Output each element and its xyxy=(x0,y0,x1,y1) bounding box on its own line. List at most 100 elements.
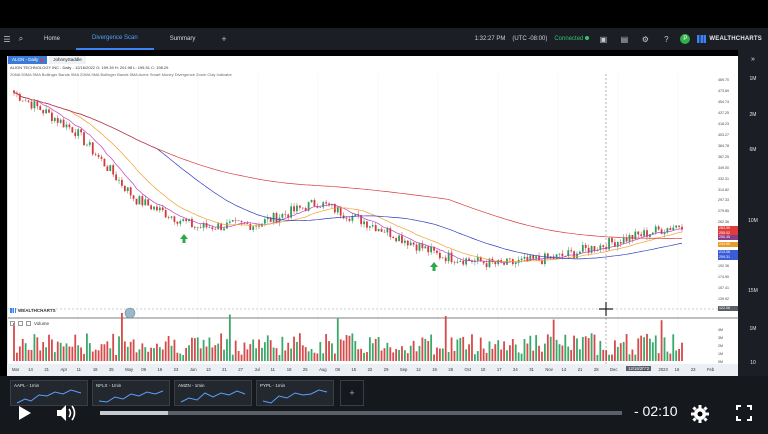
watchlist-thumb[interactable]: NFLX - 1min xyxy=(92,380,170,406)
candle xyxy=(234,220,237,221)
candle xyxy=(625,237,628,242)
candle xyxy=(646,230,648,237)
seek-bar[interactable] xyxy=(100,411,622,415)
date-tick-label: 26 xyxy=(448,367,454,372)
add-tab-button[interactable]: + xyxy=(221,34,227,44)
volume-bar xyxy=(666,351,669,361)
volume-bar xyxy=(351,333,354,361)
date-tick-label: 21 xyxy=(44,367,49,372)
collapse-panel-button[interactable]: » xyxy=(751,56,755,63)
volume-bar xyxy=(354,340,357,361)
candle xyxy=(272,213,275,222)
candle xyxy=(263,219,266,224)
volume-bar xyxy=(310,348,313,361)
volume-bar xyxy=(118,336,120,361)
price-tick-label: 157.41 xyxy=(718,286,729,291)
volume-bar xyxy=(374,338,377,361)
sparkline xyxy=(262,389,328,404)
candle xyxy=(654,226,657,233)
volume-bar xyxy=(459,337,462,361)
candle xyxy=(167,217,170,218)
candle xyxy=(161,207,164,211)
checkbox-icon[interactable] xyxy=(18,321,23,326)
settings-gear-icon[interactable] xyxy=(690,404,710,424)
volume-bar xyxy=(479,337,482,361)
scroll-handle[interactable] xyxy=(124,307,136,319)
candle xyxy=(121,179,123,186)
volume-bar xyxy=(287,342,290,361)
price-tick-label: 332.31 xyxy=(718,176,729,181)
candle xyxy=(51,112,53,121)
candle xyxy=(398,235,400,242)
volume-bar xyxy=(494,344,497,361)
date-tick-label: 19 xyxy=(642,367,648,372)
volume-bar xyxy=(263,342,266,361)
play-icon[interactable] xyxy=(18,405,32,421)
volume-icon[interactable] xyxy=(56,404,78,422)
volume-bar xyxy=(150,347,153,361)
tab-home[interactable]: Home xyxy=(44,36,61,42)
volume-bar xyxy=(65,343,68,361)
volume-bar xyxy=(456,339,459,361)
fullscreen-icon[interactable] xyxy=(736,405,752,421)
candle xyxy=(39,106,42,111)
candle xyxy=(366,221,368,228)
volume-bar xyxy=(316,353,319,361)
volume-bar xyxy=(191,337,193,361)
tab-divergence-scan[interactable]: Divergence Scan xyxy=(76,28,154,50)
watchlist-thumb[interactable]: AAPL - 1min xyxy=(10,380,88,406)
save-icon[interactable]: ▣ xyxy=(599,34,608,44)
candle xyxy=(156,206,158,211)
candle xyxy=(465,258,468,265)
volume-bar xyxy=(278,354,281,361)
checkbox-icon[interactable] xyxy=(10,321,15,326)
candle xyxy=(456,261,459,263)
volume-bar xyxy=(319,342,322,361)
chart-panel[interactable]: ALGN - Daily JohnnySaddle ALIGN TECHNOLO… xyxy=(7,56,739,376)
scale-label: 1M xyxy=(749,76,757,82)
volume-bar xyxy=(281,336,284,361)
volume-bar xyxy=(115,354,117,361)
candle xyxy=(284,214,287,215)
tab-summary[interactable]: Summary xyxy=(169,36,196,42)
candle xyxy=(103,158,106,167)
volume-bar xyxy=(237,350,240,361)
candle xyxy=(275,213,278,223)
volume-bar xyxy=(549,336,552,361)
candle xyxy=(328,203,330,206)
price-tag: 263.99 xyxy=(718,226,738,231)
watchlist-thumb[interactable]: AMZN - 1min xyxy=(174,380,252,406)
date-tick-label: 09 xyxy=(141,367,146,372)
template-tab[interactable]: JohnnySaddle xyxy=(49,56,86,64)
candle xyxy=(608,238,610,250)
volume-bar xyxy=(53,352,56,361)
time-remaining: - 02:10 xyxy=(634,403,678,419)
volume-bar xyxy=(663,337,666,361)
volume-bar xyxy=(561,345,564,361)
price-chart[interactable] xyxy=(8,56,739,376)
volume-bar xyxy=(48,334,50,361)
user-avatar[interactable]: P xyxy=(680,34,691,44)
search-icon[interactable]: ⌕ xyxy=(18,34,24,43)
gear-icon[interactable]: ⚙ xyxy=(641,34,649,44)
watchlist-thumb[interactable]: PYPL - 1min xyxy=(256,380,334,406)
layout-icon[interactable]: ▤ xyxy=(620,34,629,44)
candle xyxy=(628,234,631,242)
date-tick-label: 31 xyxy=(529,367,534,372)
candle xyxy=(424,246,427,249)
volume-bar xyxy=(625,334,628,361)
volume-bar xyxy=(579,349,581,361)
price-tag: 213.06 xyxy=(718,250,738,255)
volume-bar xyxy=(573,335,575,361)
menu-icon[interactable]: ☰ xyxy=(3,34,11,44)
add-watchlist-button[interactable]: + xyxy=(340,380,364,406)
close-icon[interactable] xyxy=(26,321,31,326)
candle xyxy=(412,242,415,245)
volume-bar xyxy=(211,347,214,361)
volume-bar xyxy=(576,338,578,361)
symbol-tab[interactable]: ALGN - Daily xyxy=(8,56,48,64)
volume-bar xyxy=(646,333,648,361)
candle xyxy=(65,124,68,128)
help-icon[interactable]: ? xyxy=(664,34,669,44)
volume-bar xyxy=(368,337,371,361)
